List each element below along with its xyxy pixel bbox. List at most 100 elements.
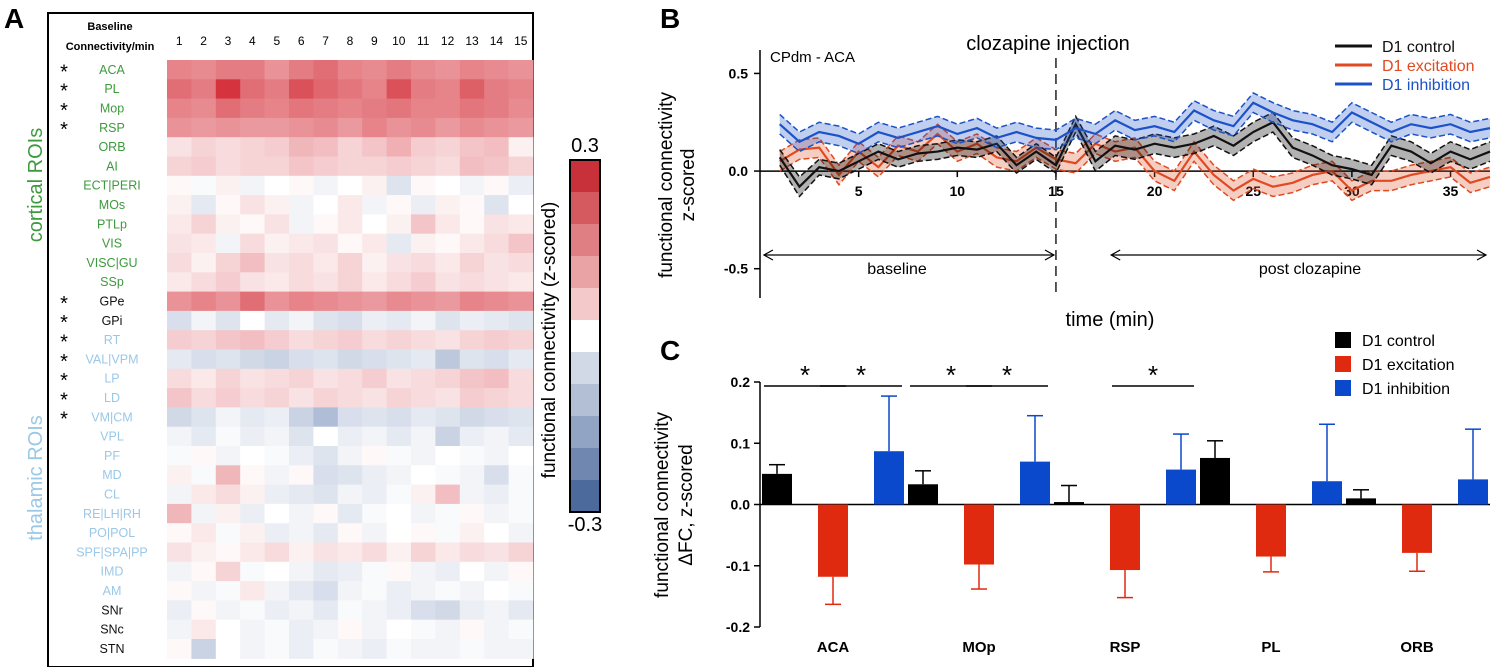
- heatmap-cell: [386, 561, 412, 582]
- bar: [1312, 481, 1342, 505]
- heatmap-cell: [411, 195, 436, 215]
- heatmap-cell: [411, 272, 436, 293]
- bar: [1346, 498, 1376, 505]
- heatmap-cell: [386, 446, 412, 466]
- sem-lower-line: [779, 130, 1491, 198]
- heatmap-cell: [337, 60, 363, 80]
- heatmap-cell: [362, 195, 388, 215]
- heatmap-cell: [313, 639, 339, 659]
- heatmap-cell: [411, 137, 436, 158]
- heatmap-cell: [191, 233, 217, 254]
- bar: [762, 473, 792, 505]
- heatmap-cell: [508, 542, 534, 563]
- panel-label-c: C: [660, 335, 680, 366]
- heatmap-cell: [459, 407, 485, 428]
- heatmap-cell: [435, 330, 461, 351]
- heatmap-cell: [337, 175, 363, 196]
- heatmap-cell: [167, 79, 192, 100]
- colorbar: [569, 159, 601, 513]
- thalamic-rois-label: thalamic ROIs: [25, 415, 47, 541]
- heatmap-cell: [313, 291, 339, 312]
- significance-star: *: [946, 360, 956, 390]
- heatmap-cell: [435, 619, 461, 640]
- heatmap-cell: [264, 98, 290, 119]
- heatmap-cell: [215, 503, 241, 524]
- heatmap-cell: [313, 349, 339, 370]
- heatmap-cell: [167, 214, 192, 235]
- bar: [964, 504, 994, 565]
- heatmap-cell: [240, 388, 266, 408]
- heatmap-cell: [484, 581, 510, 601]
- heatmap-cell: [484, 330, 510, 351]
- heatmap-cell: [484, 619, 510, 640]
- heatmap-cell: [191, 79, 217, 100]
- significance-star: *: [800, 360, 810, 390]
- heatmap-cell: [167, 60, 192, 80]
- heatmap-cell: [167, 639, 192, 659]
- mean-line: [778, 101, 1491, 145]
- heatmap-cell: [508, 272, 534, 293]
- heatmap-row-label: VM|CM: [91, 410, 132, 424]
- heatmap-cell: [484, 117, 510, 138]
- heatmap-cell: [411, 233, 436, 254]
- timecourse-y-tick-label: -0.5: [724, 261, 748, 277]
- heatmap-cell: [435, 291, 461, 312]
- post-arrowhead-right: [1476, 249, 1488, 261]
- heatmap-cell: [313, 465, 339, 486]
- heatmap-cell: [264, 272, 290, 293]
- heatmap-cell: [362, 581, 388, 601]
- heatmap-cell: [215, 523, 241, 544]
- heatmap-cell: [508, 156, 534, 177]
- heatmap-cell: [313, 426, 339, 447]
- heatmap-col-label: 8: [347, 34, 354, 48]
- heatmap-cell: [508, 291, 534, 312]
- heatmap-row-label: STN: [100, 642, 125, 656]
- heatmap-cell: [289, 446, 314, 466]
- heatmap-col-label: 6: [298, 34, 305, 48]
- heatmap-cell: [215, 175, 241, 196]
- heatmap-cell: [240, 117, 266, 138]
- heatmap-row-label: LD: [104, 391, 120, 405]
- heatmap-cell: [313, 175, 339, 196]
- heatmap-cell: [435, 581, 461, 601]
- heatmap-cell: [240, 233, 266, 254]
- heatmap-cell: [459, 619, 485, 640]
- heatmap-cell: [337, 542, 363, 563]
- heatmap-cell: [459, 330, 485, 351]
- heatmap-cell: [167, 291, 192, 312]
- baseline-label: baseline: [867, 261, 927, 278]
- significance-star: *: [60, 370, 68, 392]
- heatmap-cell: [167, 523, 192, 544]
- significance-star: *: [1002, 360, 1012, 390]
- heatmap-cell: [484, 484, 510, 505]
- heatmap-cell: [435, 388, 461, 408]
- significance-star: *: [1148, 360, 1158, 390]
- heatmap-cell: [240, 137, 266, 158]
- heatmap-cell: [508, 600, 534, 621]
- heatmap-cell: [362, 137, 388, 158]
- heatmap-cell: [484, 388, 510, 408]
- heatmap-cell: [289, 426, 314, 447]
- significance-star: *: [60, 332, 68, 354]
- heatmap-cell: [337, 233, 363, 254]
- bar: [818, 504, 848, 577]
- legend-label: D1 control: [1362, 333, 1435, 350]
- heatmap-cell: [264, 446, 290, 466]
- heatmap-cell: [215, 407, 241, 428]
- heatmap-cell: [191, 272, 217, 293]
- heatmap-cell: [215, 310, 241, 331]
- heatmap-cell: [313, 79, 339, 100]
- heatmap-cell: [459, 291, 485, 312]
- heatmap-cell: [264, 407, 290, 428]
- heatmap-cell: [313, 561, 339, 582]
- significance-star: *: [60, 409, 68, 431]
- heatmap-cell: [362, 388, 388, 408]
- heatmap-cell: [264, 503, 290, 524]
- timecourse-ylabel-line2: z-scored: [678, 149, 699, 222]
- heatmap-cell: [484, 272, 510, 293]
- heatmap-cell: [435, 253, 461, 273]
- heatmap-cell: [337, 639, 363, 659]
- heatmap-cell: [435, 175, 461, 196]
- heatmap-cell: [459, 639, 485, 659]
- heatmap-cell: [264, 79, 290, 100]
